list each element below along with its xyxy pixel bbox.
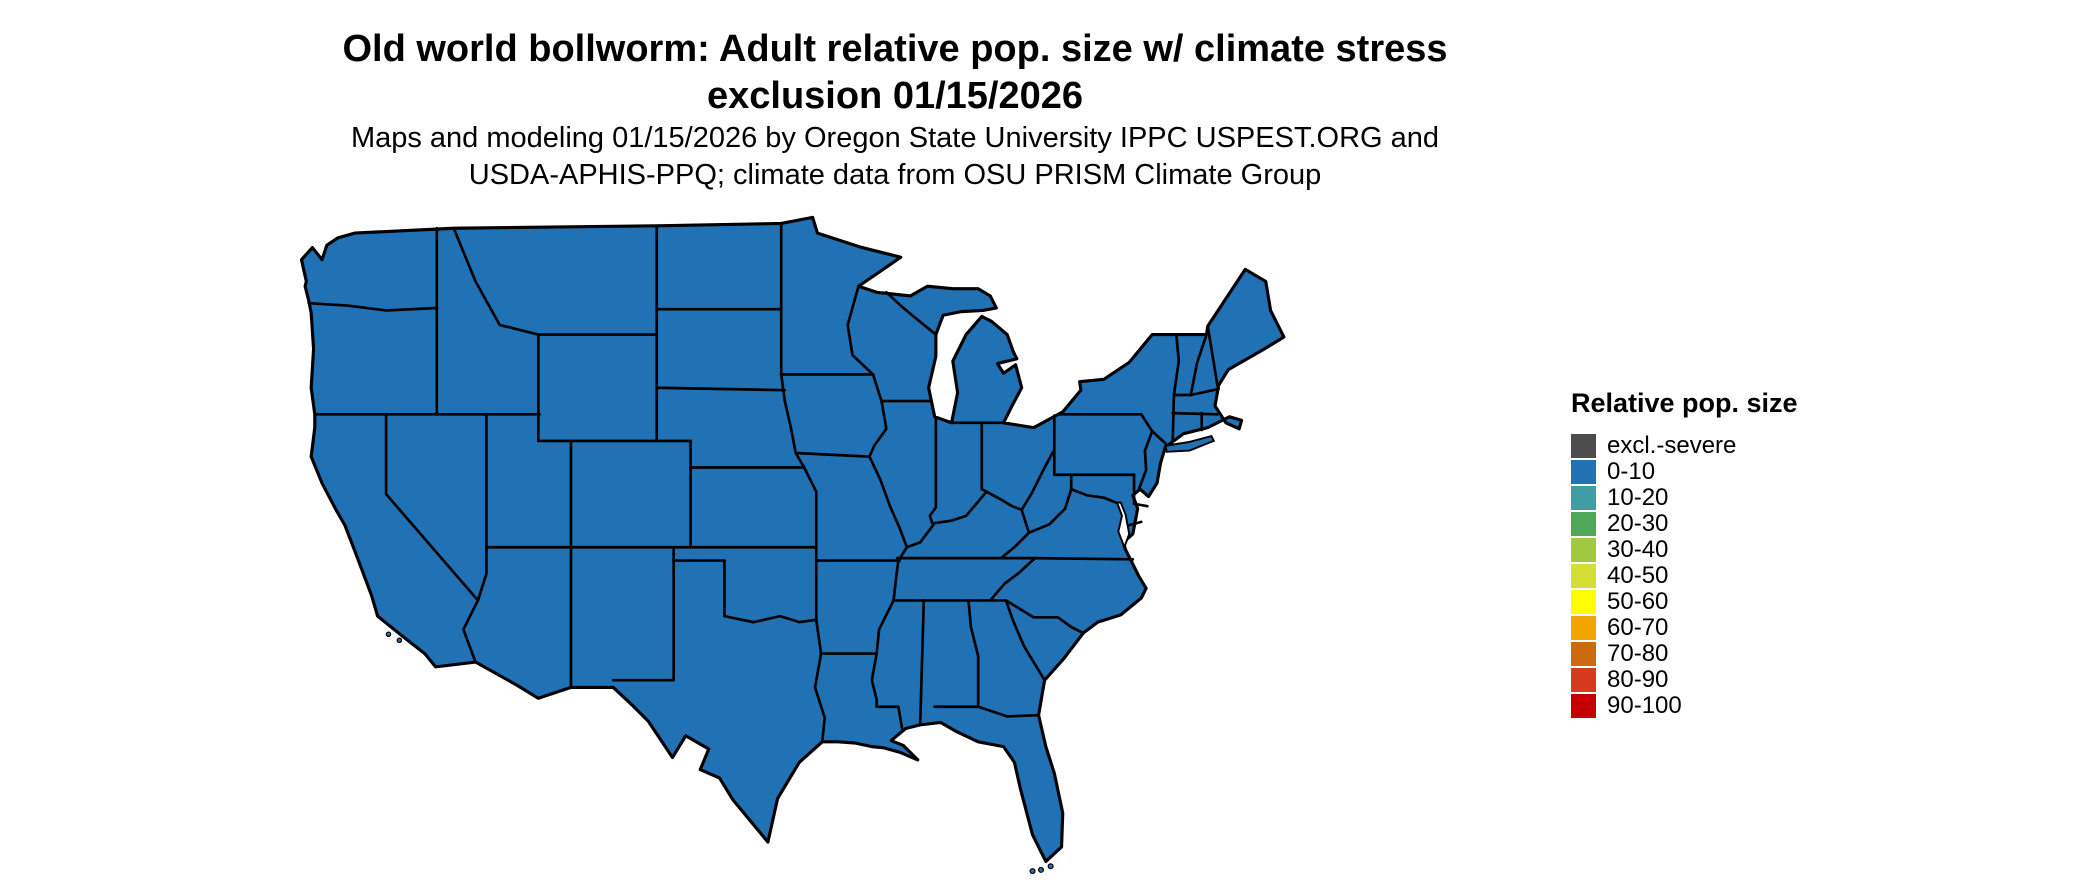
legend-item-label: 50-60 [1607, 588, 1669, 615]
page-title: Old world bollworm: Adult relative pop. … [270, 26, 1520, 120]
legend-item-label: 10-20 [1607, 484, 1669, 511]
legend-swatch [1571, 460, 1596, 484]
legend-item-label: 0-10 [1607, 458, 1656, 485]
legend-swatch [1571, 538, 1596, 562]
channel-islands [385, 631, 403, 644]
legend-item: 0-10 [1571, 459, 1871, 485]
legend-title: Relative pop. size [1571, 388, 1798, 418]
legend-item-label: 20-30 [1607, 510, 1669, 537]
legend-item: 40-50 [1571, 563, 1871, 589]
subtitle-line-2: USDA-APHIS-PPQ; climate data from OSU PR… [468, 159, 1322, 191]
legend-swatch [1571, 512, 1596, 536]
us-map-outline [299, 215, 1286, 863]
legend-item: excl.-severe [1571, 433, 1871, 459]
title-line-1: Old world bollworm: Adult relative pop. … [342, 28, 1448, 70]
legend-item: 80-90 [1571, 667, 1871, 693]
legend-item-label: 70-80 [1607, 640, 1669, 667]
state-borders [307, 222, 1220, 744]
legend-item: 90-100 [1571, 693, 1871, 719]
page-subtitle: Maps and modeling 01/15/2026 by Oregon S… [270, 120, 1520, 194]
legend-item-label: 80-90 [1607, 666, 1669, 693]
legend-swatch [1571, 616, 1596, 640]
legend-item-label: 90-100 [1607, 692, 1682, 719]
legend-items: excl.-severe 0-10 10-20 20-30 30-40 40-50 50-6… [1571, 433, 1871, 719]
legend-swatch [1571, 564, 1596, 588]
legend-item-label: 40-50 [1607, 562, 1669, 589]
legend-item: 20-30 [1571, 511, 1871, 537]
legend-swatch [1571, 642, 1596, 666]
legend: Relative pop. size excl.-severe 0-10 10-20… [1571, 388, 1871, 719]
subtitle-line-1: Maps and modeling 01/15/2026 by Oregon S… [350, 122, 1440, 154]
long-island [1164, 434, 1216, 453]
legend-item-label: 60-70 [1607, 614, 1669, 641]
legend-item-label: 30-40 [1607, 536, 1669, 563]
legend-item: 30-40 [1571, 537, 1871, 563]
legend-swatch [1571, 486, 1596, 510]
legend-swatch [1571, 590, 1596, 614]
chesapeake-bay [1115, 501, 1131, 551]
title-line-2: exclusion 01/15/2026 [706, 75, 1084, 117]
legend-item-label: excl.-severe [1607, 432, 1737, 459]
us-map [258, 204, 1418, 876]
legend-swatch [1571, 668, 1596, 692]
florida-keys [1029, 863, 1054, 875]
legend-swatch [1571, 434, 1596, 458]
us-map-svg [299, 215, 1286, 875]
legend-item: 10-20 [1571, 485, 1871, 511]
legend-item: 50-60 [1571, 589, 1871, 615]
legend-item: 60-70 [1571, 615, 1871, 641]
legend-item: 70-80 [1571, 641, 1871, 667]
legend-swatch [1571, 694, 1596, 718]
